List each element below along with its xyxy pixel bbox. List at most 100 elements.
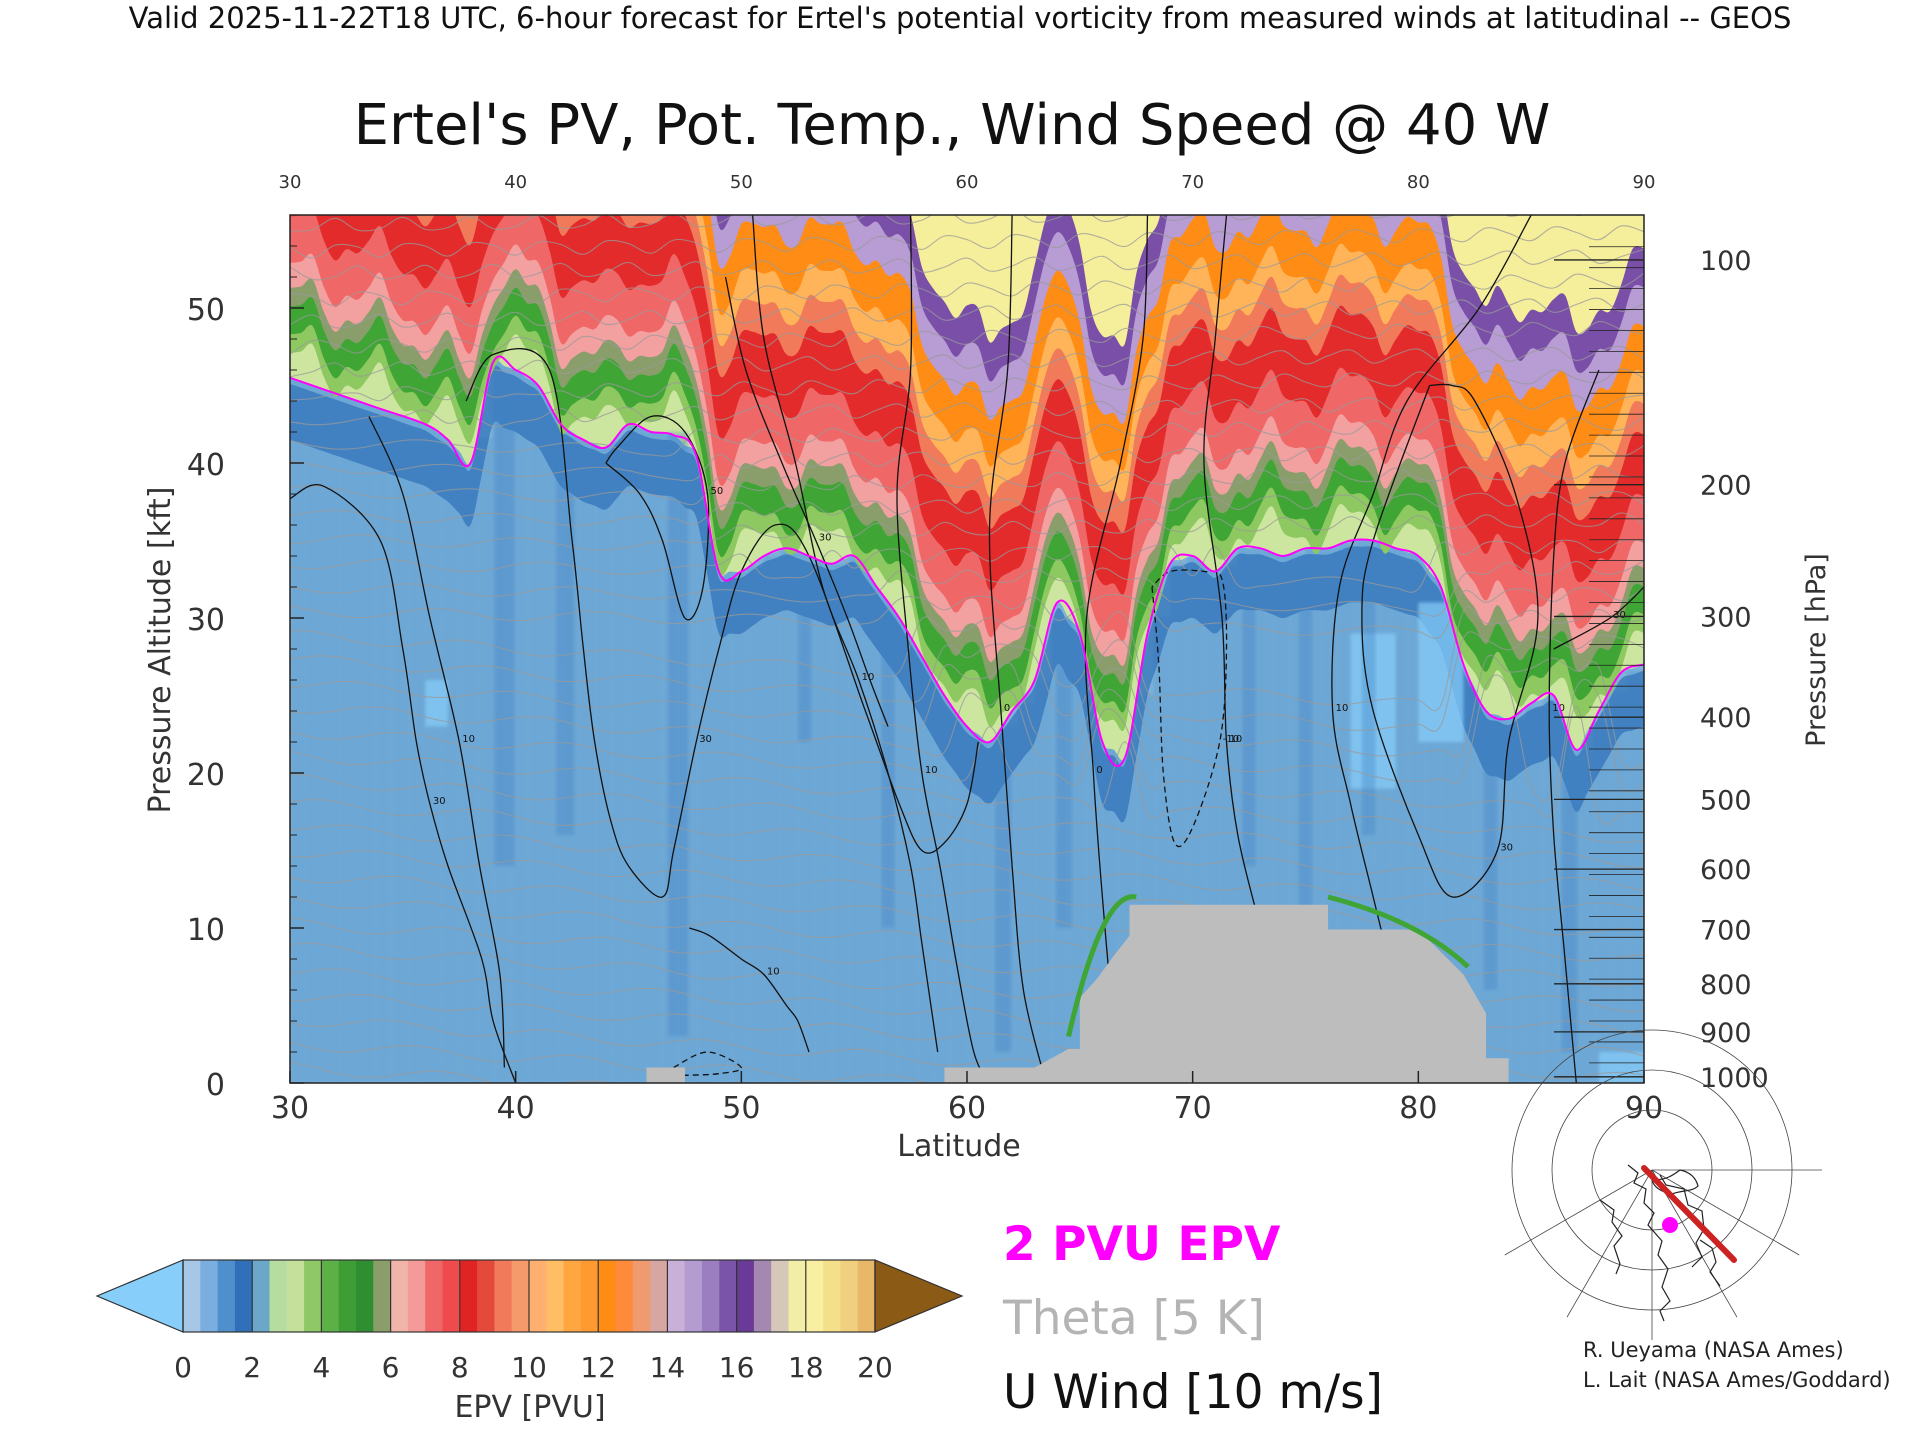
colorbar-bin xyxy=(321,1260,340,1332)
colorbar-bin xyxy=(304,1260,322,1332)
colorbar-bin xyxy=(719,1260,738,1332)
colorbar-bin xyxy=(805,1260,824,1332)
epv-band-12 xyxy=(910,215,1644,347)
u-wind-contour xyxy=(1361,383,1539,898)
top-tick-label: 80 xyxy=(1407,172,1430,193)
epv-streak xyxy=(1298,571,1313,928)
y-tick-label: 10 xyxy=(187,913,225,948)
theta-line xyxy=(290,539,1644,593)
colorbar-bin xyxy=(425,1260,444,1332)
colorbar-tick-label: 4 xyxy=(312,1351,330,1384)
legend: 2 PVU EPV Theta [5 K] U Wind [10 m/s] xyxy=(1002,1217,1383,1420)
pressure-tick-label: 100 xyxy=(1700,246,1752,277)
theta-line xyxy=(290,512,1644,551)
colorbar-bin xyxy=(390,1260,409,1332)
colorbar-under-arrow xyxy=(95,1259,184,1333)
x-tick-label: 80 xyxy=(1399,1091,1437,1126)
pressure-tick-label: 1000 xyxy=(1700,1063,1769,1094)
u-wind-negative-contour xyxy=(1151,569,1228,848)
u-wind-contour-label: 10 xyxy=(1336,703,1349,714)
inset-section-line xyxy=(1641,1165,1737,1263)
colorbar-bin xyxy=(286,1260,305,1332)
two-pvu-line xyxy=(290,355,1644,768)
colorbar-bin xyxy=(580,1260,599,1332)
theta-line xyxy=(290,560,1644,617)
epv-streak xyxy=(995,742,1012,1052)
colorbar-bin xyxy=(771,1260,790,1332)
epv-column xyxy=(425,424,443,1083)
theta-line xyxy=(290,215,1586,232)
epv-column xyxy=(730,571,748,1083)
colorbar-bin xyxy=(252,1260,271,1332)
epv-column xyxy=(763,556,782,1083)
colorbar-tick-label: 16 xyxy=(719,1351,755,1384)
left-axis: 0 10 20 30 40 50 xyxy=(187,214,304,1103)
epv-column xyxy=(696,455,714,1083)
epv-column xyxy=(916,647,934,1083)
top-tick-label: 30 xyxy=(279,172,302,193)
chart-title: Ertel's PV, Pot. Temp., Wind Speed @ 40 … xyxy=(354,93,1551,158)
u-wind-contour xyxy=(689,927,810,1053)
pressure-tick-label: 600 xyxy=(1700,855,1752,886)
epv-column xyxy=(1525,707,1543,1083)
top-tick-label: 70 xyxy=(1181,172,1204,193)
x-tick-label: 90 xyxy=(1625,1091,1663,1126)
colorbar-bin xyxy=(459,1260,478,1332)
theta-line xyxy=(290,631,1644,732)
u-wind-contour xyxy=(290,484,517,1083)
u-wind-contour-label: 10 xyxy=(1230,734,1243,745)
inset-location-marker xyxy=(1662,1217,1678,1233)
colorbar-bin xyxy=(736,1260,755,1332)
colorbar-bin xyxy=(269,1260,288,1332)
colorbar-tick-label: 2 xyxy=(243,1351,261,1384)
epv-low-patch xyxy=(1598,1052,1644,1083)
u-wind-contour-label: 10 xyxy=(1552,703,1565,714)
terrain-edge-band xyxy=(1066,894,1470,1038)
u-wind-contour-label: 50 xyxy=(710,486,723,497)
epv-column xyxy=(391,412,409,1083)
u-wind-contour xyxy=(465,347,979,898)
colorbar-tick-label: 8 xyxy=(451,1351,469,1384)
u-wind-contour-label: 30 xyxy=(699,734,712,745)
u-wind-contour-label: 30 xyxy=(1500,843,1513,854)
theta-line xyxy=(290,773,1644,869)
colorbar-tick-label: 14 xyxy=(650,1351,686,1384)
epv-column xyxy=(323,389,342,1083)
top-tick-label: 50 xyxy=(730,172,753,193)
u-wind-negative-contour xyxy=(673,1051,742,1076)
u-wind-contour-label: 30 xyxy=(433,796,446,807)
colorbar-bin xyxy=(217,1260,236,1332)
pressure-tick-label: 500 xyxy=(1700,785,1752,816)
theta-line xyxy=(290,587,1644,640)
y-tick-label: 40 xyxy=(187,448,225,483)
colorbar-bin xyxy=(857,1260,876,1332)
epv-streak xyxy=(1361,571,1376,835)
epv-column xyxy=(442,435,460,1083)
u-wind-contour-label: 0 xyxy=(1004,703,1010,714)
terrain-mask xyxy=(646,894,1509,1083)
u-wind-contour-label: 30 xyxy=(819,533,832,544)
pressure-tick-label: 900 xyxy=(1700,1018,1752,1049)
y-tick-label: 0 xyxy=(206,1068,225,1103)
colorbar-bin xyxy=(753,1260,772,1332)
credit-line-2: L. Lait (NASA Ames/Goddard) xyxy=(1583,1368,1891,1392)
theta-line xyxy=(290,1019,1364,1083)
colorbar-bin xyxy=(338,1260,357,1332)
colorbar-bin xyxy=(702,1260,720,1332)
legend-theta-label: Theta [5 K] xyxy=(1002,1291,1265,1346)
u-wind-contour-label: 30 xyxy=(1613,610,1626,621)
colorbar-bin xyxy=(563,1260,582,1332)
u-wind-contour xyxy=(368,416,506,1068)
theta-line xyxy=(290,799,1644,892)
epv-streak xyxy=(1242,571,1256,866)
colorbar-tick-label: 12 xyxy=(580,1351,616,1384)
colorbar-bin xyxy=(356,1260,374,1332)
x-tick-label: 70 xyxy=(1174,1091,1212,1126)
right-axis: 100 200 300 400 500 600 700 800 900 1000 xyxy=(1554,246,1769,1094)
x-tick-label: 30 xyxy=(271,1091,309,1126)
theta-line xyxy=(290,321,1644,355)
u-wind-contour xyxy=(896,215,991,1083)
colorbar-bin xyxy=(442,1260,461,1332)
x-axis-label: Latitude xyxy=(897,1129,1020,1164)
